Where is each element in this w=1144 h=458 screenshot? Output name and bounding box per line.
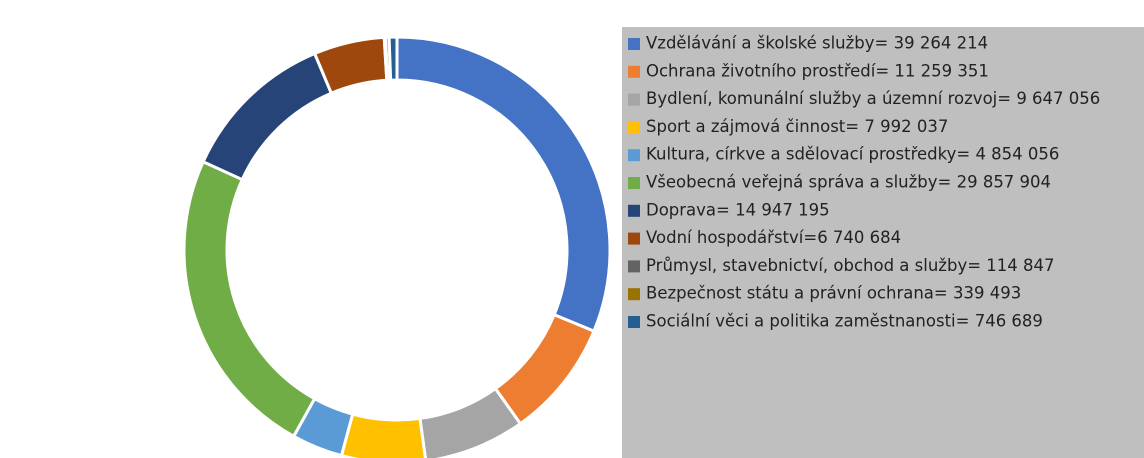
donut-slice [387,35,399,82]
donut-slice [182,159,317,439]
legend-box [622,27,1144,458]
legend-swatch [628,288,640,301]
legend-label: Vzdělávání a školské služby= 39 264 214 [646,34,988,53]
legend-label: Kultura, církve a sdělovací prostředky= … [646,145,1059,164]
legend-label: Bezpečnost státu a právní ochrana= 339 4… [646,284,1021,303]
legend-label: Všeobecná veřejná správa a služby= 29 85… [646,173,1051,192]
donut-slice [339,412,427,458]
donut-slice [395,35,612,334]
legend-label: Vodní hospodářství=6 740 684 [646,228,901,247]
legend-swatch [628,65,640,78]
legend-swatch [628,38,640,50]
legend-swatch [628,204,640,217]
legend-swatch [628,121,640,134]
legend-swatch [628,149,640,162]
donut-slice [201,51,334,182]
legend-label: Ochrana životního prostředí= 11 259 351 [646,61,989,80]
legend-label: Průmysl, stavebnictví, obchod a služby= … [646,256,1055,275]
legend-label: Sport a zájmová činnost= 7 992 037 [646,117,948,136]
legend-label: Bydlení, komunální služby a územní rozvo… [646,89,1100,108]
legend-swatch [628,177,640,189]
legend-swatch [628,260,640,273]
legend-label: Sociální věci a politika zaměstnanosti= … [646,312,1043,331]
legend-swatch [628,93,640,106]
legend-swatch [628,232,640,245]
legend-label: Doprava= 14 947 195 [646,200,830,219]
legend-swatch [628,316,640,328]
